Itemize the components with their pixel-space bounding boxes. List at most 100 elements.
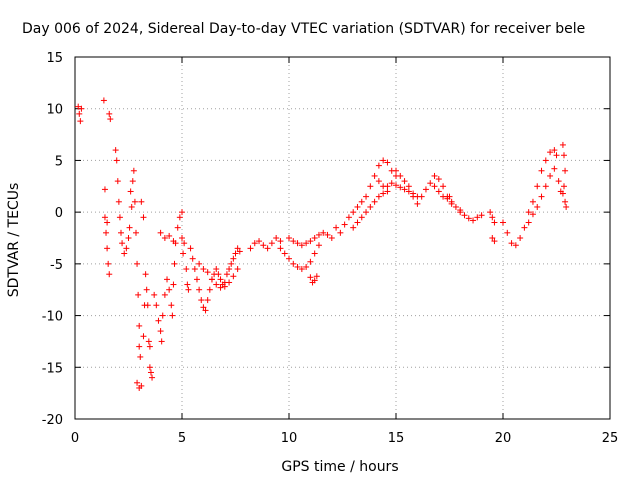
data-point [226, 279, 233, 286]
data-point [393, 167, 399, 174]
data-point [350, 224, 357, 231]
data-point [171, 260, 178, 267]
x-tick-label: 10 [281, 431, 298, 446]
y-tick-label: -10 [42, 310, 63, 325]
data-point [393, 182, 399, 189]
y-tick-label: 15 [46, 51, 63, 66]
data-point [277, 245, 284, 252]
data-point [256, 238, 263, 245]
data-point [113, 157, 120, 164]
plot-frame [74, 56, 611, 420]
data-point [414, 200, 421, 207]
data-point [401, 186, 408, 193]
data-point [560, 183, 567, 190]
data-point [158, 338, 165, 345]
data-point [176, 214, 183, 221]
data-point [134, 260, 141, 267]
data-point [337, 229, 344, 236]
data-point [191, 266, 198, 273]
data-point [465, 215, 472, 222]
data-point [107, 116, 114, 123]
data-point [181, 240, 188, 247]
data-point [504, 229, 511, 236]
data-point [157, 229, 164, 236]
data-point [435, 176, 442, 183]
data-point [215, 271, 222, 278]
data-point [184, 281, 191, 288]
data-point [100, 97, 107, 104]
data-point [303, 240, 310, 247]
data-point [311, 235, 318, 241]
data-point [324, 231, 331, 238]
data-point [478, 212, 485, 219]
data-point [547, 172, 554, 179]
data-point [354, 219, 361, 226]
data-point [555, 178, 562, 185]
data-point [281, 250, 288, 257]
data-point [264, 245, 271, 252]
x-tick-label: 5 [178, 431, 186, 446]
data-point [542, 183, 549, 190]
data-point [136, 322, 143, 329]
data-point [232, 250, 239, 257]
data-point [440, 183, 447, 190]
data-point [534, 203, 541, 210]
data-point [375, 178, 382, 185]
y-tick-label: 5 [55, 154, 63, 169]
data-point [140, 333, 147, 340]
data-point [130, 167, 137, 174]
data-point [320, 229, 327, 236]
data-point [286, 255, 292, 262]
data-point [489, 214, 496, 221]
data-point [137, 353, 144, 360]
data-point [168, 302, 175, 309]
data-point [164, 276, 171, 283]
data-point [223, 271, 230, 278]
data-point [268, 240, 275, 247]
data-point [236, 248, 243, 255]
data-point [367, 203, 374, 210]
data-point [363, 193, 370, 200]
data-point [115, 198, 122, 205]
data-point [547, 149, 554, 156]
data-point [521, 224, 528, 231]
x-tick-label: 20 [495, 431, 512, 446]
data-point [452, 203, 459, 210]
data-point [193, 276, 200, 283]
data-point [138, 198, 145, 205]
data-point [143, 286, 150, 293]
data-point [228, 260, 235, 267]
y-tick-label: 10 [46, 103, 63, 118]
data-point [125, 235, 132, 241]
data-point [418, 193, 425, 200]
data-point [525, 219, 532, 226]
data-point [405, 188, 412, 195]
data-point [294, 240, 301, 247]
data-point [358, 198, 365, 205]
data-point [529, 211, 536, 218]
data-point [123, 245, 130, 252]
axis-ticks: 0 5 10 15 20 25 -20 -15 -10 -5 0 5 10 15 [42, 51, 619, 446]
data-point [106, 110, 113, 117]
x-axis-label: GPS time / hours [281, 459, 398, 475]
data-point [422, 186, 429, 193]
data-point [375, 162, 382, 169]
data-point [126, 224, 133, 231]
data-point [542, 157, 549, 164]
data-point [153, 302, 160, 309]
data-point [169, 312, 176, 319]
data-point [198, 297, 205, 304]
data-point [151, 291, 158, 298]
data-point [534, 183, 541, 190]
data-point [146, 364, 153, 371]
data-point [427, 180, 434, 187]
data-point [234, 245, 241, 252]
data-point [491, 238, 498, 245]
data-point [202, 307, 209, 314]
y-tick-label: -15 [42, 361, 63, 376]
data-point [508, 240, 515, 247]
data-point [187, 245, 194, 252]
data-point [217, 276, 224, 283]
data-point [101, 214, 108, 221]
data-point [226, 266, 233, 273]
